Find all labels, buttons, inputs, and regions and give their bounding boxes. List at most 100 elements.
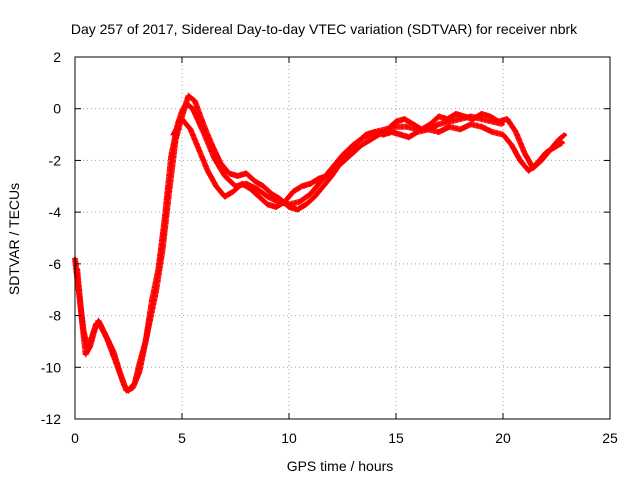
data-point [420, 127, 424, 131]
data-point [146, 329, 150, 333]
data-point [124, 388, 128, 393]
data-point [188, 127, 193, 131]
data-point [398, 132, 402, 137]
data-point [317, 176, 321, 181]
data-point [253, 179, 257, 183]
y-axis-label: SDTVAR / TECUs [6, 183, 22, 295]
data-point [274, 205, 278, 209]
chart-title: Day 257 of 2017, Sidereal Day-to-day VTE… [71, 21, 578, 37]
data-point [458, 127, 462, 131]
plot-border [74, 56, 611, 420]
data-point [137, 370, 141, 375]
data-point [291, 189, 295, 194]
data-point [415, 130, 419, 134]
data-point [447, 125, 452, 129]
data-point [270, 192, 274, 196]
data-point [304, 202, 308, 206]
data-point [298, 200, 302, 204]
data-layer [72, 92, 567, 394]
data-point [557, 138, 561, 142]
data-point [295, 207, 300, 212]
data-point [462, 114, 467, 119]
data-series [74, 92, 565, 394]
data-point [343, 158, 347, 163]
data-point [214, 184, 218, 188]
data-point [522, 151, 527, 155]
y-tick-label: -4 [49, 204, 62, 220]
data-point [79, 313, 84, 318]
data-point [88, 345, 92, 349]
data-point [313, 195, 317, 199]
data-point [197, 148, 201, 152]
x-tick-label: 10 [281, 430, 297, 446]
y-tick-label: -10 [41, 359, 61, 375]
data-point [227, 171, 231, 175]
data-point [218, 161, 223, 165]
data-point [236, 174, 240, 178]
data-point [437, 130, 441, 134]
data-point [75, 267, 79, 271]
data-point [480, 125, 484, 129]
data-point [261, 184, 265, 188]
data-point [351, 151, 355, 155]
y-tick-label: -8 [49, 308, 62, 324]
data-point [223, 174, 227, 178]
data-point [480, 117, 484, 121]
data-point [402, 117, 407, 121]
data-point [373, 130, 377, 134]
data-point [454, 112, 458, 116]
data-point [103, 332, 107, 336]
data-point [231, 189, 235, 194]
data-point [161, 246, 165, 250]
data-point [186, 94, 191, 98]
data-point [201, 122, 205, 126]
data-point [173, 138, 178, 142]
data-point [469, 122, 473, 126]
data-point [308, 182, 312, 186]
data-point [364, 132, 368, 137]
data-point [308, 192, 312, 196]
data-point [390, 130, 394, 134]
data-point [171, 132, 176, 137]
data-point [407, 135, 411, 139]
data-point [488, 114, 492, 119]
data-point [480, 112, 484, 116]
data-point [394, 120, 398, 124]
data-point [411, 122, 415, 126]
data-point [360, 143, 364, 147]
data-point [527, 169, 531, 173]
y-tick-label: 2 [53, 49, 61, 65]
data-point [206, 169, 210, 173]
data-point [531, 166, 535, 170]
data-point [167, 189, 171, 194]
x-tick-label: 20 [495, 430, 511, 446]
data-point [300, 184, 304, 188]
data-point [437, 122, 441, 126]
x-tick-label: 5 [178, 430, 186, 446]
y-tick-label: -2 [49, 152, 62, 168]
data-point [501, 132, 505, 137]
data-point [334, 166, 338, 170]
data-point [563, 132, 567, 137]
data-point [180, 117, 184, 121]
data-point [368, 138, 372, 142]
x-axis-label: GPS time / hours [287, 458, 394, 474]
data-point [193, 99, 197, 103]
data-point [154, 288, 158, 292]
data-point [548, 148, 552, 152]
data-point [111, 350, 116, 354]
data-point [278, 197, 283, 201]
data-point [96, 319, 101, 323]
data-point [283, 200, 287, 204]
data-point [210, 143, 214, 147]
y-tick-label: -6 [49, 256, 62, 272]
data-point [471, 117, 475, 121]
data-point [240, 182, 244, 186]
data-point [244, 171, 248, 175]
data-series [170, 110, 567, 210]
data-point [84, 352, 88, 356]
data-point [92, 329, 96, 333]
